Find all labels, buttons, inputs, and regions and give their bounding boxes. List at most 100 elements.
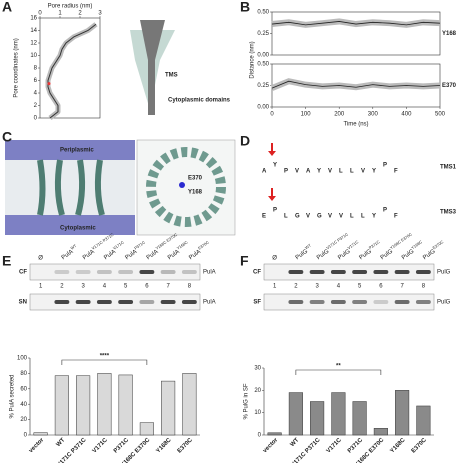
y-tick-label: 40 bbox=[20, 402, 27, 408]
x-tick-label: V171C bbox=[92, 437, 110, 455]
lane-number: 6 bbox=[145, 284, 149, 290]
x-tick-label: Y168C bbox=[155, 437, 173, 455]
logo-letter: A bbox=[306, 169, 311, 175]
label: Cytoplasmic domains bbox=[168, 98, 231, 104]
logo-letter: P bbox=[284, 169, 288, 175]
band bbox=[118, 300, 134, 304]
bar bbox=[310, 401, 325, 436]
y-tick-label: 0.00 bbox=[257, 53, 269, 59]
band bbox=[415, 300, 431, 304]
band bbox=[160, 270, 176, 274]
y-tick-label: 0 bbox=[24, 433, 28, 439]
logo-letter: A bbox=[262, 169, 267, 175]
lane-label: PulGP371C bbox=[357, 239, 383, 261]
band bbox=[415, 270, 431, 274]
band bbox=[330, 270, 346, 274]
y-axis-title: Pore coordinates (nm) bbox=[14, 38, 20, 97]
logo-name: TMS3 bbox=[440, 210, 457, 216]
y-axis-title: % PulA secreted bbox=[10, 374, 16, 418]
blot bbox=[29, 293, 201, 311]
y-tick-label: 30 bbox=[254, 366, 261, 372]
lane-label: PulGV171C bbox=[336, 239, 362, 261]
lane-mutation: WT bbox=[304, 242, 312, 250]
x-axis-title: Pore radius (nm) bbox=[48, 4, 93, 10]
blot-name: SF bbox=[253, 300, 261, 306]
logo-letter: G bbox=[317, 214, 322, 220]
band bbox=[96, 300, 112, 304]
pore-radius-line bbox=[47, 23, 97, 119]
y-tick-label: 10 bbox=[30, 53, 37, 59]
logo-name: TMS1 bbox=[440, 165, 457, 171]
lane-label: PulGWT bbox=[293, 242, 314, 261]
logo-letter: L bbox=[339, 169, 343, 175]
x-tick-label: 2 bbox=[78, 11, 82, 17]
x-tick-label: E370C bbox=[411, 437, 429, 455]
logo-letter: Y bbox=[372, 214, 376, 220]
logo-letter: E bbox=[262, 214, 266, 220]
bar bbox=[352, 401, 367, 436]
x-tick-label: 300 bbox=[368, 112, 379, 118]
x-tick-label: 400 bbox=[401, 112, 412, 118]
membrane-top bbox=[5, 140, 135, 160]
y-tick-label: 100 bbox=[17, 356, 28, 362]
x-tick-label: 1 bbox=[58, 11, 62, 17]
lane-number: 3 bbox=[315, 284, 319, 290]
panel-letter: C bbox=[2, 129, 12, 145]
logo-letter: P bbox=[383, 208, 387, 214]
blot bbox=[263, 263, 435, 281]
y-tick-label: 14 bbox=[30, 28, 37, 34]
y-tick-label: 0 bbox=[258, 433, 262, 439]
series-label: E370 bbox=[442, 83, 457, 89]
band bbox=[181, 300, 197, 304]
x-axis-title: Time (ns) bbox=[343, 122, 368, 128]
x-tick-label: 0 bbox=[38, 11, 42, 17]
lane-label: Ø bbox=[38, 256, 43, 262]
band bbox=[330, 300, 346, 304]
logo-letter: L bbox=[350, 214, 354, 220]
band bbox=[139, 300, 155, 304]
band bbox=[288, 300, 304, 304]
x-tick-label: 200 bbox=[334, 112, 345, 118]
marker bbox=[47, 82, 51, 86]
lane-mutation: V171C bbox=[346, 239, 359, 250]
bar bbox=[76, 375, 91, 436]
lane-mutation: E370C bbox=[197, 240, 210, 251]
residue bbox=[179, 182, 185, 188]
lane-number: 2 bbox=[60, 284, 64, 290]
band bbox=[160, 300, 176, 304]
band bbox=[54, 300, 70, 304]
lane-number: 1 bbox=[39, 284, 43, 290]
bar bbox=[33, 432, 48, 436]
blot bbox=[29, 263, 201, 281]
bar bbox=[373, 428, 388, 436]
lane-label: PulAE370C bbox=[187, 240, 212, 261]
band bbox=[352, 300, 368, 304]
logo-letter: F bbox=[394, 169, 398, 175]
x-tick-label: 500 bbox=[435, 112, 446, 118]
lane-number: 4 bbox=[103, 284, 107, 290]
logo-letter: Y bbox=[317, 169, 321, 175]
trace bbox=[271, 21, 441, 26]
label: Periplasmic bbox=[60, 148, 94, 154]
x-tick-label: 3 bbox=[98, 11, 102, 17]
arrowhead bbox=[268, 151, 276, 156]
lane-number: 6 bbox=[379, 284, 383, 290]
lane-label: PulGE370C bbox=[421, 239, 447, 261]
panel-letter: F bbox=[240, 253, 249, 269]
x-tick-label: vector bbox=[28, 437, 45, 454]
bar bbox=[395, 390, 410, 436]
y-tick-label: 20 bbox=[20, 417, 27, 423]
x-tick-label: 0 bbox=[270, 112, 274, 118]
helices bbox=[37, 159, 105, 216]
lane-label: PulAP371C bbox=[123, 240, 148, 261]
y-tick-label: 80 bbox=[20, 371, 27, 377]
logo-letter: Y bbox=[273, 163, 277, 169]
band bbox=[75, 270, 91, 274]
y-tick-label: 0.50 bbox=[257, 10, 269, 16]
blot-name: SN bbox=[19, 300, 27, 306]
logo-letter: L bbox=[284, 214, 288, 220]
bar bbox=[267, 432, 282, 436]
logo-letter: F bbox=[394, 214, 398, 220]
lane-number: 5 bbox=[358, 284, 362, 290]
